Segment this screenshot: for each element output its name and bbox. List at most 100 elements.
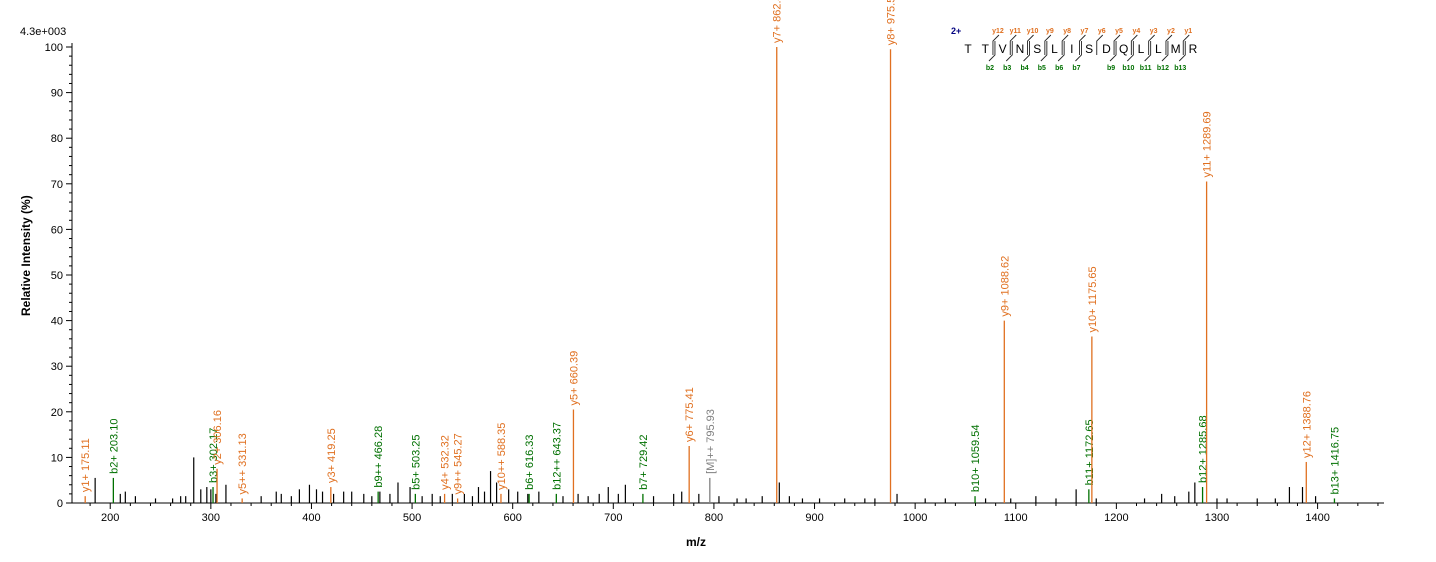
sequence-residue: T — [982, 42, 990, 56]
x-tick-label: 300 — [202, 512, 220, 524]
b-ion-bracket — [1127, 41, 1134, 62]
sequence-y-ion-label: y2 — [1167, 28, 1175, 35]
y-tick-label: 50 — [51, 270, 63, 282]
sequence-residue: L — [1051, 42, 1058, 56]
sequence-residue: L — [1155, 42, 1162, 56]
x-tick-label: 600 — [504, 512, 522, 524]
b-ion-bracket — [1057, 41, 1065, 62]
sequence-residue: T — [964, 42, 972, 56]
sequence-b-ion-label: b2 — [986, 65, 994, 72]
peak-label: y1+ 175.11 — [80, 438, 92, 492]
y-ion-bracket — [1113, 34, 1121, 55]
y-axis-title: Relative Intensity (%) — [19, 195, 33, 316]
y-tick-label: 0 — [57, 498, 63, 510]
sequence-b-ion-label: b6 — [1055, 65, 1063, 72]
peak-label: y2+ 306.16 — [212, 410, 224, 465]
y-tick-label: 80 — [51, 133, 63, 145]
axes: 200 300 400 500 600 700 800 900 1000 1100 1200 1300… — [45, 42, 1384, 524]
peak-label: y5++ 331.13 — [237, 433, 249, 494]
peak-label: b7+ 729.42 — [638, 435, 650, 490]
x-tick-label: 1100 — [1004, 512, 1028, 524]
sequence-y-ion-label: y6 — [1098, 28, 1106, 35]
sequence-residue: L — [1138, 42, 1145, 56]
sequence-y-ion-label: y12 — [992, 28, 1004, 35]
sequence-residue: M — [1171, 42, 1181, 56]
x-tick-label: 1200 — [1104, 512, 1128, 524]
y-ion-bracket — [1009, 34, 1017, 55]
b-ion-bracket — [1040, 41, 1048, 62]
sequence-b-ion-label: b11 — [1140, 65, 1152, 72]
b-ion-bracket — [1161, 41, 1169, 62]
sequence-b-ion-label: b10 — [1122, 65, 1134, 72]
b-ion-bracket — [1023, 41, 1030, 62]
sequence-residue: I — [1070, 42, 1073, 56]
sequence-b-ion-label: b3 — [1003, 65, 1011, 72]
sequence-y-ion-label: y8 — [1063, 28, 1071, 35]
sequence-y-ion-label: y1 — [1184, 28, 1192, 35]
sequence-residue: D — [1102, 42, 1111, 56]
sequence-residue: N — [1016, 42, 1025, 56]
peak-label: b6+ 616.33 — [524, 435, 536, 490]
y-ion-bracket — [992, 34, 1000, 55]
y-ion-bracket — [1130, 34, 1138, 55]
sequence-b-ion-label: b4 — [1020, 65, 1028, 72]
y-ion-bracket — [1096, 34, 1104, 55]
sequence-b-ion-label: b5 — [1038, 65, 1046, 72]
intensity-scale-label: 4.3e+003 — [20, 26, 66, 38]
b-ion-bracket — [1005, 41, 1013, 62]
peak-label: y3+ 419.25 — [326, 428, 338, 483]
b-ion-bracket — [1178, 41, 1186, 62]
peak-label: b10+ 1059.54 — [970, 425, 982, 493]
peak-label: y11+ 1289.69 — [1202, 111, 1214, 177]
peak-label: b11+ 1172.65 — [1084, 419, 1096, 485]
sequence-y-ion-label: y9 — [1046, 28, 1054, 35]
peak-label: y9++ 545.27 — [453, 433, 465, 494]
y-tick-label: 90 — [51, 88, 63, 100]
sequence-residue: V — [999, 42, 1007, 56]
peak-label: y4+ 532.32 — [440, 435, 452, 490]
y-ion-bracket — [1061, 34, 1069, 55]
peak-label: b13+ 1416.75 — [1329, 427, 1341, 495]
sequence-residue: Q — [1119, 42, 1128, 56]
sequence-y-ion-label: y11 — [1010, 28, 1021, 35]
x-tick-label: 200 — [101, 512, 119, 524]
peak-label: y9+ 1088.62 — [999, 256, 1011, 317]
peak-label: y12+ 1388.76 — [1301, 391, 1313, 458]
x-tick-label: 1300 — [1205, 512, 1229, 524]
sequence-b-ion-label: b13 — [1174, 65, 1186, 72]
sequence-b-ion-label: b9 — [1107, 65, 1115, 72]
sequence-y-ion-label: y10 — [1027, 28, 1039, 35]
b-ion-bracket — [988, 41, 996, 62]
peak-label: y10+ 1175.65 — [1087, 266, 1099, 332]
b-ion-bracket — [1075, 41, 1082, 62]
b-ion-bracket — [1144, 41, 1152, 62]
peak-label: y6+ 775.41 — [684, 387, 696, 442]
y-ion-bracket — [1027, 34, 1034, 55]
x-axis-title: m/z — [686, 535, 706, 549]
peak-label: y7+ 862.45 — [772, 0, 784, 43]
sequence-y-ion-label: y4 — [1132, 28, 1140, 35]
peak-label: b12++ 643.37 — [551, 422, 563, 490]
sequence-residue: S — [1085, 42, 1093, 56]
y-ion-bracket — [1182, 34, 1190, 55]
peak-label: b5+ 503.25 — [410, 435, 422, 490]
sequence-y-ion-label: y3 — [1150, 28, 1158, 35]
b-ion-bracket — [1109, 41, 1117, 62]
sequence-residue: R — [1189, 42, 1198, 56]
y-tick-label: 100 — [45, 42, 63, 54]
peak-label: [M]++ 795.93 — [705, 409, 717, 474]
x-tick-label: 1000 — [903, 512, 927, 524]
x-tick-label: 900 — [805, 512, 823, 524]
sequence-y-ion-label: y5 — [1115, 28, 1123, 35]
y-tick-label: 60 — [51, 224, 63, 236]
unassigned-peaks — [94, 457, 1317, 503]
y-tick-label: 30 — [51, 361, 63, 373]
y-tick-label: 40 — [51, 316, 63, 328]
sequence-y-ion-label: y7 — [1081, 28, 1089, 35]
charge-state: 2+ — [951, 26, 961, 36]
y-ion-bracket — [1165, 34, 1173, 55]
x-tick-label: 1400 — [1305, 512, 1329, 524]
